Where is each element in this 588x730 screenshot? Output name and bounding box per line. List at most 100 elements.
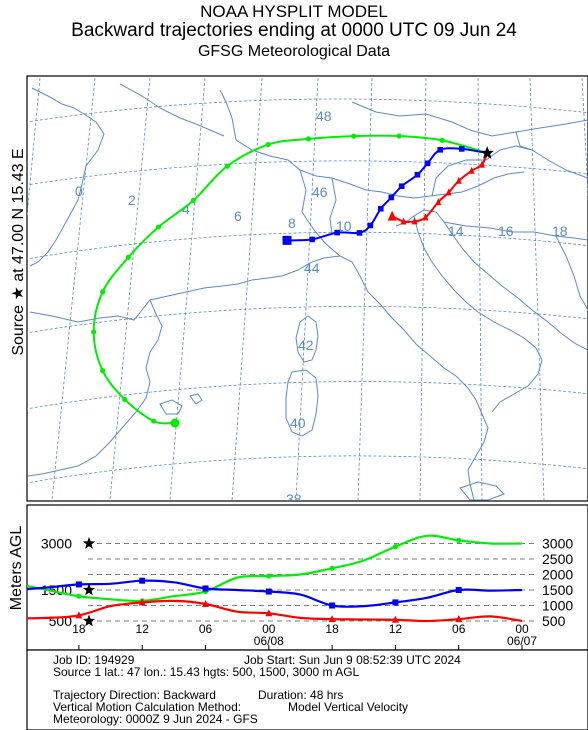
trajectory-point-1500m	[398, 183, 405, 190]
height-trajectories	[11, 534, 523, 623]
lat-lon-graticule	[27, 77, 588, 501]
height-gridlines	[88, 543, 538, 622]
time-tick-label: 12	[389, 622, 403, 636]
trajectory-point-500m	[445, 188, 452, 196]
lon-label: 8	[288, 215, 296, 231]
trajectory-point-3000m	[170, 418, 180, 428]
lat-label: 40	[290, 415, 306, 431]
height-panel-frame	[26, 504, 588, 651]
lat-label: 44	[304, 260, 320, 276]
start-star-icon	[82, 583, 96, 596]
height-axis-title: Meters AGL	[8, 525, 25, 611]
trajectory-point-3000m	[351, 133, 357, 139]
lat-label: 42	[298, 337, 314, 353]
trajectory-point-3000m	[122, 396, 128, 402]
trajectory-point-1500m	[437, 147, 444, 153]
height-point	[75, 611, 83, 619]
height-point	[202, 585, 209, 592]
time-tick-label: 00	[515, 622, 529, 636]
job-start: Job Start: Sun Jun 9 08:52:39 UTC 2024	[244, 653, 461, 667]
lon-label: 4	[182, 201, 190, 217]
height-point	[455, 615, 463, 623]
trajectory-point-500m	[387, 210, 397, 221]
start-star-icon	[82, 614, 96, 627]
height-point	[328, 615, 336, 623]
source-info: Source 1 lat.: 47 lon.: 15.43 hgts: 500,…	[53, 665, 360, 679]
lat-label: 38	[286, 491, 302, 507]
right-height-tick: 1500	[542, 582, 573, 598]
trajectory-point-1500m	[356, 230, 363, 236]
lon-label: 14	[448, 223, 464, 239]
header-line-1: NOAA HYSPLIT MODEL	[200, 2, 388, 21]
height-point	[329, 565, 335, 571]
left-height-tick: 3000	[41, 536, 72, 552]
trajectory-line-3000m	[92, 134, 488, 425]
trajectory-point-500m	[479, 160, 486, 168]
right-height-tick: 2500	[542, 551, 573, 567]
height-end-marker	[11, 614, 20, 623]
trajectory-point-3000m	[91, 329, 97, 335]
trajectory-point-3000m	[224, 163, 230, 169]
time-tick-label: 18	[325, 622, 339, 636]
trajectory-point-3000m	[396, 133, 402, 139]
trajectory-point-500m	[468, 166, 475, 174]
height-point	[266, 573, 272, 579]
header-line-3: GFSG Meteorological Data	[197, 43, 391, 60]
right-height-tick: 2000	[542, 567, 573, 583]
right-height-tick: 1000	[542, 598, 573, 614]
trajectory-point-3000m	[100, 368, 106, 374]
trajectory-point-500m	[435, 198, 442, 206]
height-point	[139, 577, 146, 584]
right-height-tick: 3000	[542, 536, 573, 552]
source-location-label: Source ★ at 47.00 N 15.43 E	[10, 148, 27, 356]
height-point	[265, 609, 273, 617]
lon-label: 2	[128, 192, 136, 208]
duration: Duration: 48 hrs	[258, 688, 344, 702]
meteorology: Meteorology: 0000Z 9 Jun 2024 - GFS	[53, 712, 258, 726]
trajectory-point-500m	[400, 217, 407, 225]
trajectory-point-3000m	[265, 141, 271, 148]
start-star-icon	[82, 537, 96, 549]
time-tick-label: 18	[72, 622, 86, 636]
trajectory-point-1500m	[388, 194, 395, 201]
height-point	[392, 599, 399, 606]
height-point	[202, 599, 209, 607]
lon-label: 16	[498, 223, 514, 239]
date-label: 06/07	[507, 634, 537, 648]
trajectory-direction: Trajectory Direction: Backward	[53, 688, 216, 702]
lon-label: 18	[552, 223, 568, 239]
trajectory-point-1500m	[334, 229, 340, 236]
trajectory-point-1500m	[367, 222, 374, 229]
right-height-tick: 500	[542, 613, 566, 629]
date-label: 06/08	[254, 634, 284, 648]
trajectory-point-1500m	[424, 160, 431, 167]
time-tick-label: 06	[452, 622, 466, 636]
trajectory-point-500m	[422, 213, 429, 221]
trajectory-point-1500m	[414, 171, 421, 178]
trajectory-point-500m	[411, 217, 418, 225]
trajectory-point-3000m	[125, 254, 131, 260]
height-point	[138, 598, 146, 606]
lon-label: 6	[234, 208, 242, 224]
header-line-2: Backward trajectories ending at 0000 UTC…	[71, 20, 517, 41]
height-point	[329, 602, 336, 609]
trajectory-point-3000m	[100, 289, 106, 295]
time-tick-label: 00	[262, 622, 276, 636]
trajectory-point-3000m	[155, 224, 162, 230]
lat-label: 46	[312, 184, 328, 200]
source-star-icon	[480, 146, 494, 159]
height-point	[392, 544, 398, 550]
coastlines-and-borders	[27, 83, 588, 501]
trajectory-point-500m	[455, 176, 462, 184]
job-id: Job ID: 194929	[53, 653, 135, 667]
height-start-markers	[82, 537, 96, 627]
trajectory-point-1500m	[309, 236, 315, 243]
height-point	[455, 587, 462, 593]
trajectory-point-3000m	[305, 136, 311, 142]
trajectory-point-3000m	[439, 137, 445, 144]
height-point	[391, 615, 399, 623]
